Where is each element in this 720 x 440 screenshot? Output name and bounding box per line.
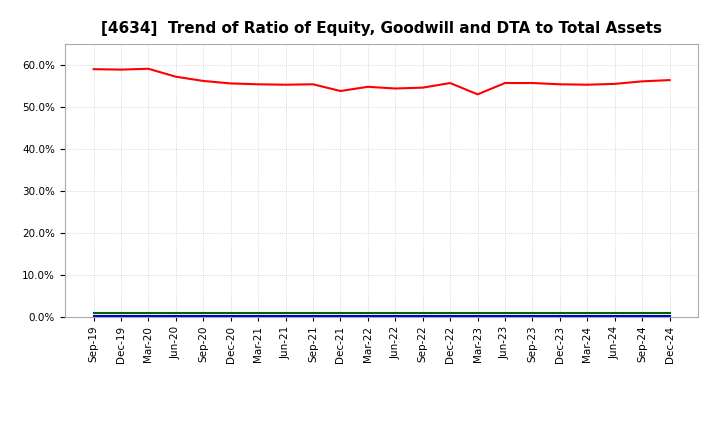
Equity — [638, 79, 647, 84]
Deferred Tax Assets — [199, 311, 207, 316]
Deferred Tax Assets — [226, 311, 235, 316]
Goodwill — [528, 313, 537, 319]
Goodwill — [665, 313, 674, 319]
Deferred Tax Assets — [583, 311, 592, 316]
Goodwill — [199, 313, 207, 319]
Deferred Tax Assets — [144, 311, 153, 316]
Equity — [446, 81, 454, 86]
Goodwill — [144, 313, 153, 319]
Title: [4634]  Trend of Ratio of Equity, Goodwill and DTA to Total Assets: [4634] Trend of Ratio of Equity, Goodwil… — [101, 21, 662, 36]
Equity — [171, 74, 180, 79]
Equity — [89, 66, 98, 72]
Goodwill — [364, 313, 372, 319]
Goodwill — [309, 313, 318, 319]
Equity — [583, 82, 592, 88]
Equity — [611, 81, 619, 87]
Deferred Tax Assets — [336, 311, 345, 316]
Goodwill — [446, 313, 454, 319]
Deferred Tax Assets — [638, 311, 647, 316]
Goodwill — [336, 313, 345, 319]
Deferred Tax Assets — [665, 311, 674, 316]
Line: Equity: Equity — [94, 69, 670, 94]
Goodwill — [391, 313, 400, 319]
Goodwill — [282, 313, 290, 319]
Deferred Tax Assets — [364, 311, 372, 316]
Legend: Equity, Goodwill, Deferred Tax Assets: Equity, Goodwill, Deferred Tax Assets — [187, 438, 576, 440]
Equity — [473, 92, 482, 97]
Equity — [391, 86, 400, 91]
Equity — [309, 82, 318, 87]
Goodwill — [473, 313, 482, 319]
Equity — [528, 81, 537, 86]
Deferred Tax Assets — [254, 311, 263, 316]
Goodwill — [418, 313, 427, 319]
Goodwill — [117, 313, 125, 319]
Deferred Tax Assets — [473, 311, 482, 316]
Goodwill — [171, 313, 180, 319]
Equity — [199, 78, 207, 84]
Equity — [418, 85, 427, 90]
Equity — [336, 88, 345, 94]
Deferred Tax Assets — [556, 311, 564, 316]
Deferred Tax Assets — [500, 311, 509, 316]
Equity — [556, 82, 564, 87]
Deferred Tax Assets — [117, 311, 125, 316]
Deferred Tax Assets — [528, 311, 537, 316]
Deferred Tax Assets — [309, 311, 318, 316]
Deferred Tax Assets — [418, 311, 427, 316]
Goodwill — [638, 313, 647, 319]
Equity — [500, 81, 509, 86]
Goodwill — [500, 313, 509, 319]
Goodwill — [254, 313, 263, 319]
Goodwill — [583, 313, 592, 319]
Equity — [282, 82, 290, 88]
Deferred Tax Assets — [89, 311, 98, 316]
Goodwill — [611, 313, 619, 319]
Deferred Tax Assets — [282, 311, 290, 316]
Deferred Tax Assets — [171, 311, 180, 316]
Goodwill — [226, 313, 235, 319]
Deferred Tax Assets — [391, 311, 400, 316]
Goodwill — [556, 313, 564, 319]
Deferred Tax Assets — [611, 311, 619, 316]
Goodwill — [89, 313, 98, 319]
Equity — [226, 81, 235, 86]
Equity — [117, 67, 125, 72]
Equity — [254, 82, 263, 87]
Equity — [665, 77, 674, 83]
Deferred Tax Assets — [446, 311, 454, 316]
Equity — [364, 84, 372, 89]
Equity — [144, 66, 153, 71]
